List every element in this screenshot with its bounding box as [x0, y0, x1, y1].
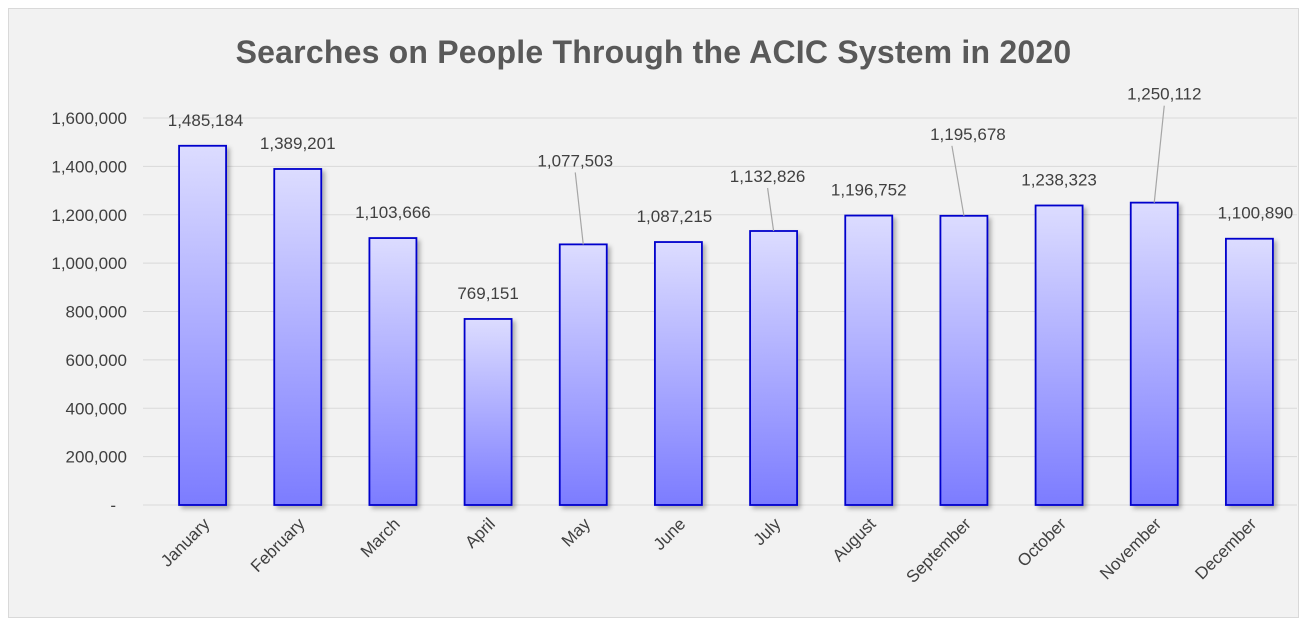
- leader-lines: [574, 105, 1165, 245]
- x-tick-label-november: November: [1096, 514, 1165, 583]
- x-tick-label-august: August: [829, 514, 880, 565]
- y-tick-label: 800,000: [66, 303, 127, 322]
- bar-august: [844, 214, 894, 506]
- x-axis: January February March April May June July Augu…: [157, 514, 1260, 587]
- bars: [178, 144, 1274, 506]
- data-label-october: 1,238,323: [1021, 170, 1097, 189]
- bar-april: [463, 318, 513, 506]
- bar-december: [1225, 237, 1274, 506]
- leader-line: [574, 172, 584, 245]
- data-label-may: 1,077,503: [537, 151, 613, 170]
- bar-july: [749, 230, 798, 506]
- y-tick-label: 1,200,000: [51, 206, 127, 225]
- y-tick-label: 400,000: [66, 399, 127, 418]
- bar-november: [1129, 201, 1179, 506]
- bar-june: [654, 241, 703, 506]
- leader-line: [1153, 105, 1165, 203]
- leader-line: [951, 145, 965, 216]
- x-tick-label-april: April: [461, 514, 498, 551]
- chart-title: Searches on People Through the ACIC Syst…: [235, 34, 1072, 70]
- data-label-march: 1,103,666: [355, 203, 431, 222]
- bar-september: [939, 214, 989, 506]
- data-label-november: 1,250,112: [1127, 85, 1201, 104]
- bar-january: [178, 144, 227, 506]
- y-tick-label: 600,000: [66, 351, 127, 370]
- data-label-february: 1,389,201: [260, 134, 336, 153]
- data-label-april: 769,151: [457, 284, 518, 303]
- x-tick-label-may: May: [558, 514, 594, 550]
- x-tick-label-june: June: [650, 514, 690, 554]
- y-axis: - 200,000 400,000 600,000 800,000 1,000,000 1,…: [51, 109, 127, 515]
- gridlines: [143, 117, 1297, 506]
- x-tick-label-july: July: [750, 514, 785, 549]
- y-tick-label: 200,000: [66, 448, 127, 467]
- x-tick-label-january: January: [157, 514, 214, 571]
- y-tick-label: 1,400,000: [51, 157, 127, 176]
- data-label-june: 1,087,215: [637, 207, 713, 226]
- bar-may: [558, 243, 608, 506]
- data-label-august: 1,196,752: [831, 181, 907, 200]
- bar-october: [1034, 204, 1084, 506]
- x-tick-label-december: December: [1191, 514, 1260, 583]
- x-tick-label-october: October: [1014, 514, 1070, 570]
- y-tick-label: 1,600,000: [51, 109, 127, 128]
- y-tick-label: -: [110, 496, 116, 515]
- x-tick-label-september: September: [902, 514, 974, 586]
- data-label-september: 1,195,678: [930, 125, 1006, 144]
- data-label-december: 1,100,890: [1218, 204, 1294, 223]
- data-label-july: 1,132,826: [730, 167, 806, 186]
- bar-february: [273, 168, 323, 506]
- y-tick-label: 1,000,000: [51, 254, 127, 273]
- data-label-january: 1,485,184: [168, 111, 244, 130]
- data-labels: 1,485,184 1,389,201 1,103,666 769,151 1,077,…: [168, 85, 1293, 303]
- leader-line: [766, 187, 775, 232]
- x-tick-label-march: March: [357, 514, 404, 561]
- x-tick-label-february: February: [247, 514, 309, 576]
- bar-march: [368, 237, 418, 506]
